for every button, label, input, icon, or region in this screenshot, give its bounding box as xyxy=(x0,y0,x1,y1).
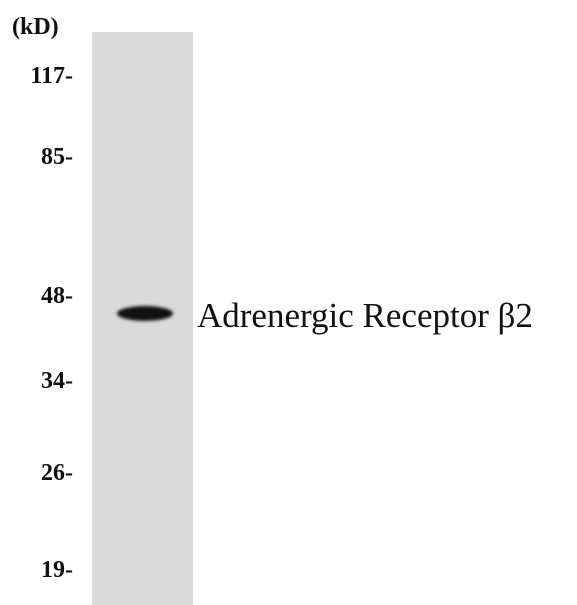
band-label: Adrenergic Receptor β2 xyxy=(197,296,533,336)
unit-label: (kD) xyxy=(12,14,59,41)
marker-label: 26- xyxy=(41,459,73,487)
marker-label: 34- xyxy=(41,367,73,395)
marker-label: 48- xyxy=(41,282,73,310)
marker-label: 117- xyxy=(30,62,73,90)
marker-label: 85- xyxy=(41,143,73,171)
marker-label: 19- xyxy=(41,556,73,584)
page: (kD) 117- 85- 48- 34- 26- 19- Adrenergic… xyxy=(0,0,577,605)
protein-band xyxy=(117,306,173,321)
